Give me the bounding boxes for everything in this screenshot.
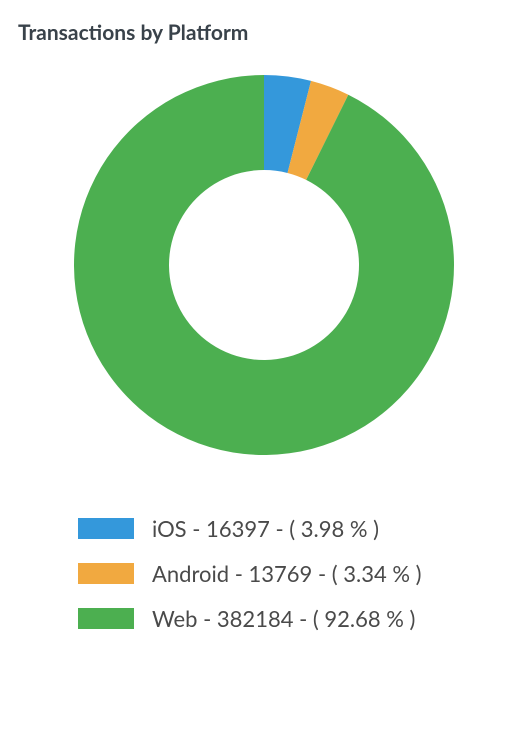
- legend-swatch: [78, 608, 134, 629]
- legend-label: Android - 13769 - ( 3.34 % ): [152, 560, 422, 587]
- donut-svg: [74, 75, 454, 455]
- legend-item-android: Android - 13769 - ( 3.34 % ): [78, 560, 509, 587]
- legend-swatch: [78, 563, 134, 584]
- legend-item-web: Web - 382184 - ( 92.68 % ): [78, 605, 509, 632]
- chart-legend: iOS - 16397 - ( 3.98 % ) Android - 13769 …: [18, 515, 509, 632]
- legend-swatch: [78, 518, 134, 539]
- legend-label: Web - 382184 - ( 92.68 % ): [152, 605, 415, 632]
- donut-slice-web: [74, 75, 454, 455]
- chart-container: [18, 75, 509, 455]
- legend-item-ios: iOS - 16397 - ( 3.98 % ): [78, 515, 509, 542]
- donut-chart: [74, 75, 454, 455]
- legend-label: iOS - 16397 - ( 3.98 % ): [152, 515, 379, 542]
- chart-title: Transactions by Platform: [18, 20, 509, 45]
